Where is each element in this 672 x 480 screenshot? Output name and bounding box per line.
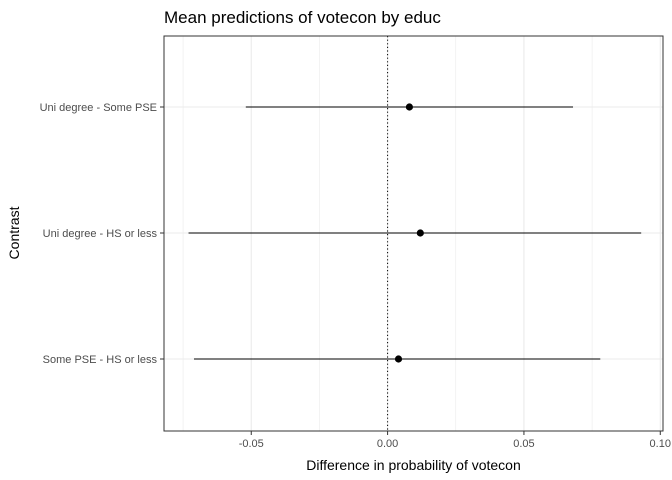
y-axis-title: Contrast <box>6 206 22 259</box>
point-estimate <box>416 229 424 237</box>
x-tick-label: -0.05 <box>239 438 264 450</box>
y-tick-label: Uni degree - Some PSE <box>40 102 157 114</box>
point-estimate <box>394 355 403 363</box>
x-tick-label: 0.00 <box>377 438 398 450</box>
chart-title: Mean predictions of votecon by educ <box>164 8 441 27</box>
x-axis: -0.05 0.00 0.05 0.10 <box>239 431 671 450</box>
y-axis: Uni degree - Some PSE Uni degree - HS or … <box>40 102 164 366</box>
chart-marks <box>188 103 642 363</box>
x-axis-title: Difference in probability of votecon <box>306 457 521 473</box>
y-tick-label: Uni degree - HS or less <box>43 228 158 240</box>
y-tick-label: Some PSE - HS or less <box>43 354 158 366</box>
x-tick-label: 0.10 <box>650 438 671 450</box>
point-estimate <box>405 103 414 111</box>
x-tick-label: 0.05 <box>513 438 534 450</box>
